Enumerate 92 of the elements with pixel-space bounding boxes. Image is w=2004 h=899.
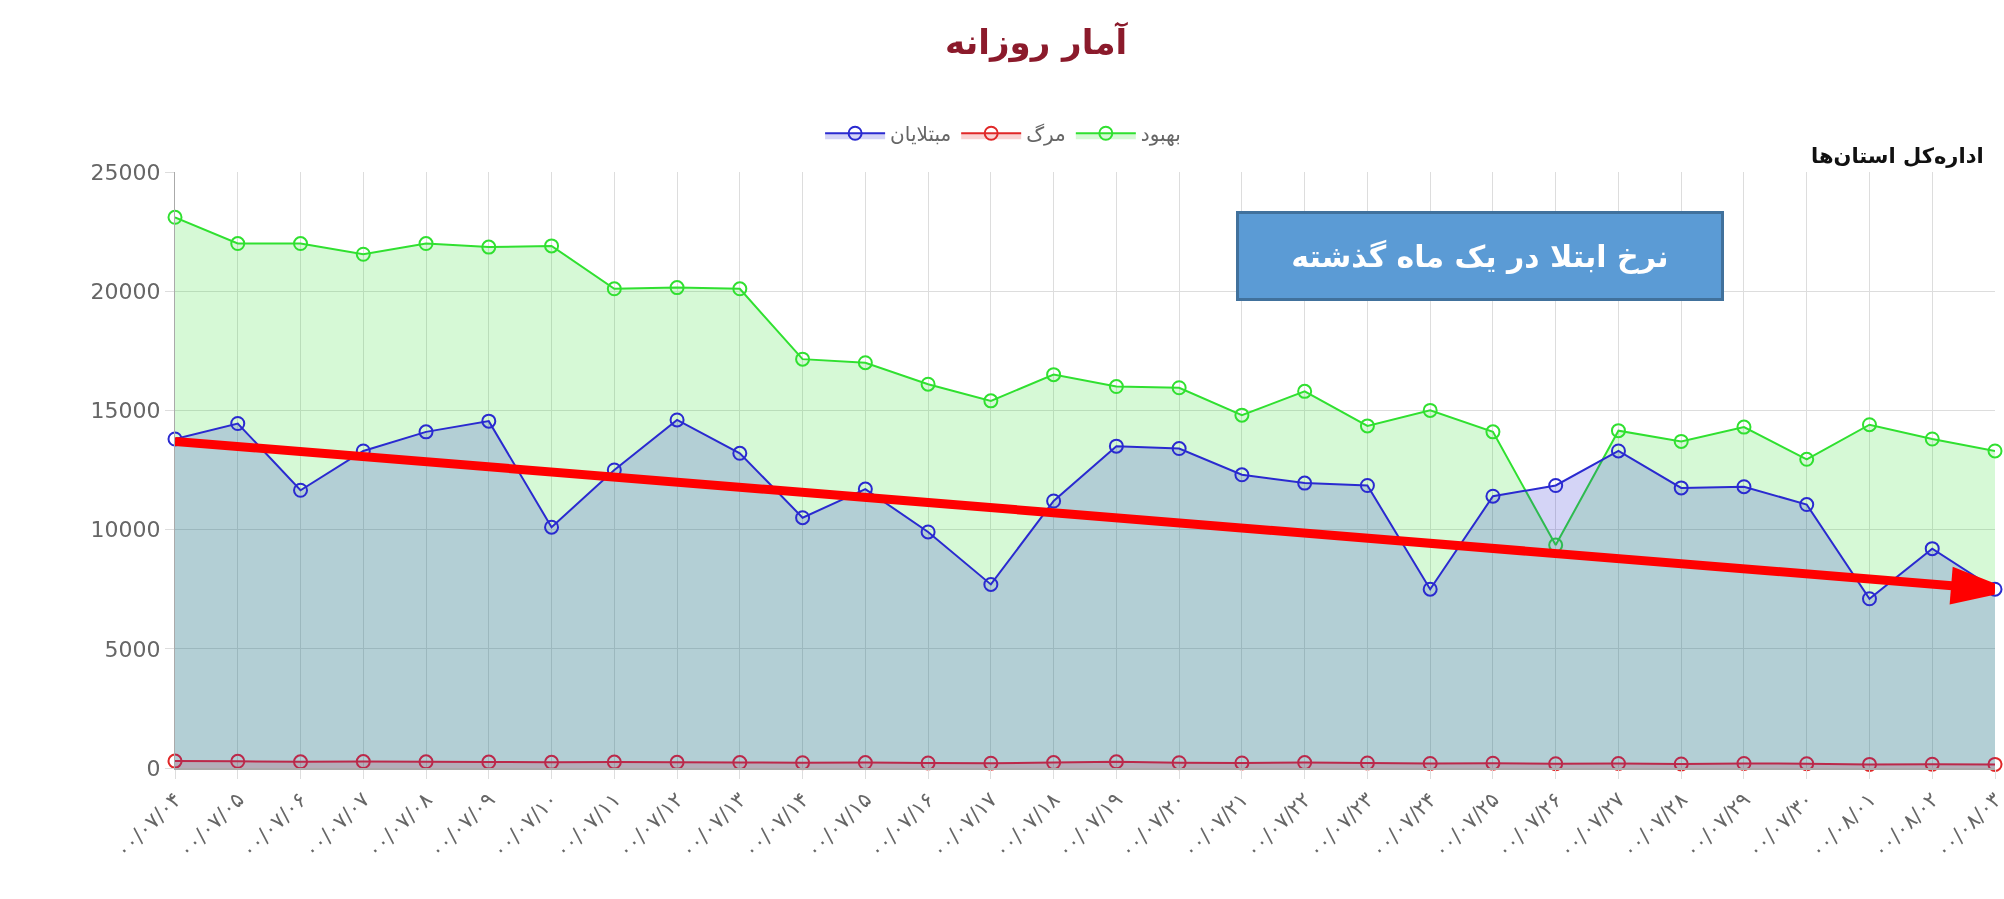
point [544,519,560,535]
point [1359,418,1375,434]
point [230,416,246,431]
point [1673,433,1689,449]
point [544,238,560,254]
point [1046,493,1062,509]
point [1610,755,1626,771]
y-tick-label: 15000 [90,398,161,424]
point [1987,756,2003,772]
point [983,576,999,592]
point [1422,581,1438,597]
point [795,510,811,526]
point [1924,431,1940,447]
point [1610,423,1626,439]
point [1297,383,1313,399]
point [1485,755,1501,771]
point [1799,497,1815,513]
point [920,755,936,771]
legend-label: بهبود [1140,122,1181,147]
point [1485,488,1501,504]
point [1422,402,1438,418]
point [606,754,622,770]
point [1610,443,1626,459]
point [1673,756,1689,772]
point [293,482,309,498]
point [920,524,936,540]
point [732,445,748,461]
legend-label: مبتلایان [890,122,952,147]
y-tick-label: 20000 [90,278,161,304]
annotation: نرخ ابتلا در یک ماه گذشته [1291,238,1669,274]
point [481,413,497,429]
point [1861,417,1877,433]
point [1171,380,1187,396]
legend-label: مرگ [1026,122,1066,147]
point [857,355,873,371]
point [418,754,434,770]
point [230,236,246,252]
y-tick-label: 25000 [90,159,161,185]
x-tick-label: ۰۰/۰۷/۰۴ [111,787,186,863]
point [1548,756,1564,772]
point [1359,755,1375,771]
point [669,412,685,428]
point [1924,756,1940,772]
point [1171,755,1187,771]
point [1673,480,1689,496]
point [920,376,936,392]
point [418,236,434,252]
point [293,236,309,252]
point [1736,479,1752,495]
point [1297,475,1313,491]
point [293,754,309,770]
point [1234,407,1250,423]
point [1485,424,1501,440]
point [1359,478,1375,493]
point [795,755,811,771]
chart-title: آمار روزانه [944,21,1129,64]
point [983,393,999,409]
point [1171,441,1187,457]
point [1736,755,1752,771]
point [1422,755,1438,771]
point [355,246,371,262]
point [1234,467,1250,483]
point [1108,379,1124,395]
point [606,281,622,297]
point [1548,478,1564,493]
point [355,754,371,770]
point [669,280,685,296]
point [1046,367,1062,383]
y-tick-label: 0 [146,755,161,781]
point [1736,419,1752,435]
point [230,753,246,769]
point [481,754,497,770]
point [1861,756,1877,772]
point [669,754,685,770]
point [1799,451,1815,467]
point [795,351,811,367]
point [418,424,434,440]
point [167,209,183,225]
text: اداره‌کل استان‌ها [1811,144,1984,168]
point [1799,756,1815,772]
point [544,754,560,770]
point [1108,438,1124,454]
y-tick-label: 10000 [90,517,161,543]
point [1861,591,1877,607]
point [1987,443,2003,459]
point [481,239,497,255]
point [1234,755,1250,771]
point [1924,541,1940,557]
point [983,755,999,771]
point [1108,754,1124,770]
y-tick-label: 5000 [104,636,161,662]
point [732,281,748,297]
